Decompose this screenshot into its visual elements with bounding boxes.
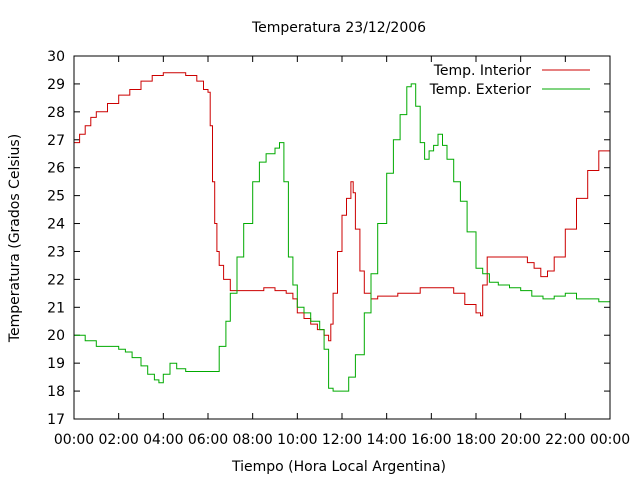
y-tick-label: 29 [47, 77, 65, 93]
x-tick-label: 18:00 [456, 432, 496, 448]
x-tick-label: 10:00 [277, 432, 317, 448]
x-tick-label: 06:00 [188, 432, 228, 448]
x-tick-label: 16:00 [411, 432, 451, 448]
series-line-0 [74, 72, 611, 342]
chart-title: Temperatura 23/12/2006 [251, 20, 426, 36]
y-tick-label: 18 [47, 384, 65, 400]
y-tick-label: 23 [47, 244, 65, 260]
y-tick-label: 20 [47, 328, 65, 344]
legend-label: Temp. Exterior [429, 82, 532, 98]
x-tick-label: 12:00 [322, 432, 362, 448]
x-tick-label: 20:00 [500, 432, 540, 448]
y-axis-label: Temperatura (Grados Celsius) [7, 134, 23, 343]
y-tick-label: 28 [47, 105, 65, 121]
plot-area-border [73, 55, 611, 420]
y-tick-label: 27 [47, 133, 65, 149]
x-axis-label: Tiempo (Hora Local Argentina) [231, 459, 446, 475]
y-tick-label: 19 [47, 356, 65, 372]
x-tick-label: 00:00 [590, 432, 630, 448]
x-tick-label: 04:00 [143, 432, 183, 448]
x-tick-label: 02:00 [98, 432, 138, 448]
y-tick-label: 22 [47, 272, 65, 288]
legend-label: Temp. Interior [433, 63, 532, 79]
x-tick-label: 22:00 [545, 432, 585, 448]
legend: Temp. Interior Temp. Exterior [429, 63, 590, 98]
series-line-1 [74, 83, 611, 392]
y-tick-label: 24 [47, 217, 65, 233]
y-tick-label: 21 [47, 300, 65, 316]
y-tick-label: 26 [47, 161, 65, 177]
axis-tick-labels: 00:00 02:00 04:00 06:00 08:00 10:00 12:00 14:00… [47, 49, 630, 448]
x-tick-label: 14:00 [366, 432, 406, 448]
x-tick-label: 00:00 [54, 432, 94, 448]
y-tick-label: 25 [47, 189, 65, 205]
series-lines [74, 72, 611, 392]
x-tick-label: 08:00 [232, 432, 272, 448]
y-tick-label: 17 [47, 412, 65, 428]
y-tick-label: 30 [47, 49, 65, 65]
